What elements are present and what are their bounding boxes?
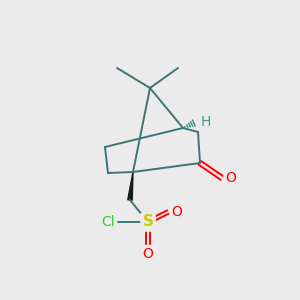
Text: H: H	[201, 115, 211, 129]
Polygon shape	[128, 172, 133, 200]
Text: O: O	[225, 171, 236, 185]
Text: Cl: Cl	[101, 215, 115, 229]
Text: O: O	[171, 205, 182, 219]
Text: S: S	[142, 214, 154, 230]
Text: O: O	[142, 247, 153, 261]
